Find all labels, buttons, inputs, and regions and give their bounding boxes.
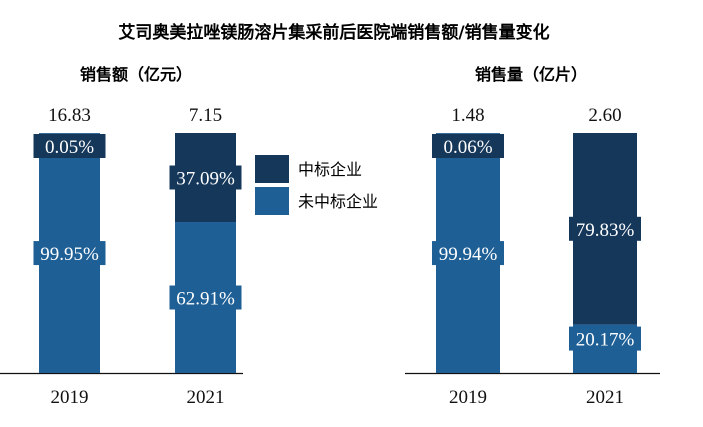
- data-label-non-winning-2021-p2: 20.17%: [576, 330, 635, 351]
- data-label-winning-2021-p2: 79.83%: [576, 220, 635, 241]
- legend-label-winning: 中标企业: [298, 160, 362, 179]
- x-tick-2019-p1: 2019: [51, 387, 89, 408]
- data-label-non-winning-2019-p1: 99.95%: [40, 244, 99, 265]
- data-label-winning-2019-p1: 0.05%: [45, 137, 94, 158]
- data-label-winning-2019-p2: 0.06%: [443, 137, 492, 158]
- total-label-2019-p1: 16.83: [48, 105, 91, 126]
- x-tick-2021-p2: 2021: [586, 387, 624, 408]
- total-label-2021-p1: 7.15: [189, 105, 222, 126]
- data-label-non-winning-2019-p2: 99.94%: [439, 244, 498, 265]
- x-tick-2021-p1: 2021: [187, 387, 225, 408]
- legend-swatch-non-winning: [255, 187, 289, 215]
- label-bg-non-winning-2019-p2: [432, 241, 504, 266]
- label-bg-non-winning-2021-p2: [569, 326, 641, 351]
- panel-subtitle-1: 销售额（亿元）: [80, 65, 192, 84]
- legend-swatch-winning: [255, 155, 289, 183]
- chart-title: 艾司奥美拉唑镁肠溶片集采前后医院端销售额/销售量变化: [118, 22, 549, 43]
- label-bg-winning-2019-p2: [432, 134, 504, 158]
- total-label-2021-p2: 2.60: [588, 105, 621, 126]
- chart-marks: 销售额（亿元） 0.05% 99.95% 16.83 2019 37.09% 62.91% 7…: [0, 65, 660, 408]
- label-bg-winning-2019-p1: [33, 134, 106, 158]
- data-label-winning-2021-p1: 37.09%: [176, 169, 235, 190]
- x-tick-2019-p2: 2019: [449, 387, 487, 408]
- panel-subtitle-2: 销售量（亿片）: [475, 65, 587, 84]
- label-bg-winning-2021-p1: [169, 165, 242, 190]
- label-bg-non-winning-2019-p1: [33, 241, 106, 266]
- label-bg-winning-2021-p2: [569, 216, 641, 241]
- label-bg-non-winning-2021-p1: [169, 285, 242, 310]
- legend: 中标企业 未中标企业: [255, 155, 378, 215]
- total-label-2019-p2: 1.48: [451, 105, 484, 126]
- data-label-non-winning-2021-p1: 62.91%: [176, 289, 235, 310]
- legend-label-non-winning: 未中标企业: [298, 192, 378, 211]
